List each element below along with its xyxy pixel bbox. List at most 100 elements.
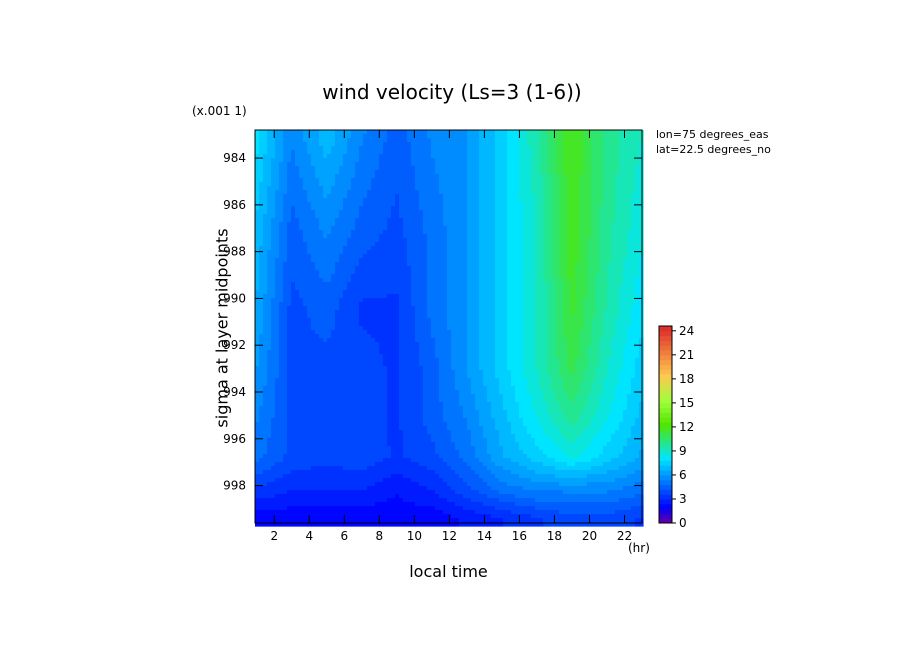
heatmap-cell xyxy=(347,186,352,191)
heatmap-cell xyxy=(303,274,308,279)
heatmap-cell xyxy=(375,318,380,323)
heatmap-cell xyxy=(607,306,612,311)
heatmap-cell xyxy=(563,174,568,179)
heatmap-cell xyxy=(571,238,576,243)
heatmap-cell xyxy=(543,250,548,255)
heatmap-cell xyxy=(599,234,604,239)
heatmap-cell xyxy=(567,246,572,251)
heatmap-cell xyxy=(631,322,636,327)
heatmap-cell xyxy=(531,130,536,135)
heatmap-cell xyxy=(431,210,436,215)
heatmap-cell xyxy=(335,334,340,339)
heatmap-cell xyxy=(255,186,260,191)
heatmap-cell xyxy=(579,242,584,247)
heatmap-cell xyxy=(347,226,352,231)
heatmap-cell xyxy=(307,318,312,323)
heatmap-cell xyxy=(583,182,588,187)
heatmap-cell xyxy=(347,330,352,335)
heatmap-cell xyxy=(439,130,444,135)
heatmap-cell xyxy=(415,318,420,323)
heatmap-cell xyxy=(615,226,620,231)
heatmap-cell xyxy=(579,262,584,267)
heatmap-cell xyxy=(455,222,460,227)
heatmap-cell xyxy=(367,146,372,151)
heatmap-cell xyxy=(559,170,564,175)
heatmap-cell xyxy=(411,242,416,247)
heatmap-cell xyxy=(283,310,288,315)
heatmap-cell xyxy=(255,270,260,275)
heatmap-cell xyxy=(511,278,516,283)
heatmap-cell xyxy=(575,278,580,283)
heatmap-cell xyxy=(487,134,492,139)
heatmap-cell xyxy=(399,278,404,283)
heatmap-cell xyxy=(403,262,408,267)
heatmap-cell xyxy=(535,326,540,331)
heatmap-cell xyxy=(539,214,544,219)
heatmap-cell xyxy=(467,298,472,303)
heatmap-cell xyxy=(359,250,364,255)
heatmap-cell xyxy=(619,310,624,315)
heatmap-cell xyxy=(607,234,612,239)
heatmap-cell xyxy=(327,194,332,199)
heatmap-cell xyxy=(395,318,400,323)
heatmap-cell xyxy=(507,246,512,251)
heatmap-cell xyxy=(291,238,296,243)
heatmap-cell xyxy=(523,310,528,315)
heatmap-cell xyxy=(531,310,536,315)
heatmap-cell xyxy=(451,278,456,283)
heatmap-cell xyxy=(319,270,324,275)
heatmap-cell xyxy=(615,246,620,251)
heatmap-cell xyxy=(519,194,524,199)
heatmap-cell xyxy=(639,298,644,303)
heatmap-cell xyxy=(595,306,600,311)
heatmap-cell xyxy=(495,226,500,231)
heatmap-cell xyxy=(475,322,480,327)
heatmap-cell xyxy=(423,138,428,143)
heatmap-cell xyxy=(547,238,552,243)
heatmap-cell xyxy=(631,254,636,259)
heatmap-cell xyxy=(515,210,520,215)
heatmap-cell xyxy=(423,214,428,219)
heatmap-cell xyxy=(391,230,396,235)
heatmap-cell xyxy=(595,258,600,263)
heatmap-cell xyxy=(387,330,392,335)
heatmap-cell xyxy=(375,314,380,319)
heatmap-cell xyxy=(471,154,476,159)
heatmap-cell xyxy=(543,266,548,271)
heatmap-cell xyxy=(447,318,452,323)
heatmap-cell xyxy=(351,302,356,307)
heatmap-cell xyxy=(527,306,532,311)
heatmap-cell xyxy=(563,166,568,171)
heatmap-cell xyxy=(623,138,628,143)
heatmap-cell xyxy=(611,178,616,183)
heatmap-cell xyxy=(479,258,484,263)
heatmap-cell xyxy=(271,182,276,187)
heatmap-cell xyxy=(379,250,384,255)
heatmap-cell xyxy=(531,158,536,163)
heatmap-cell xyxy=(283,222,288,227)
heatmap-cell xyxy=(283,298,288,303)
heatmap-cell xyxy=(595,302,600,307)
heatmap-cell xyxy=(579,322,584,327)
heatmap-cell xyxy=(419,230,424,235)
heatmap-cell xyxy=(323,198,328,203)
heatmap-cell xyxy=(351,314,356,319)
heatmap-cell xyxy=(579,290,584,295)
heatmap-cell xyxy=(475,298,480,303)
heatmap-cell xyxy=(471,158,476,163)
heatmap-cell xyxy=(339,314,344,319)
heatmap-cell xyxy=(499,194,504,199)
heatmap-cell xyxy=(295,326,300,331)
heatmap-cell xyxy=(539,186,544,191)
heatmap-cell xyxy=(491,146,496,151)
heatmap-cell xyxy=(299,270,304,275)
heatmap-cell xyxy=(323,318,328,323)
heatmap-cell xyxy=(463,274,468,279)
heatmap-cell xyxy=(515,162,520,167)
heatmap-cell xyxy=(547,174,552,179)
heatmap-cell xyxy=(563,242,568,247)
heatmap-cell xyxy=(451,222,456,227)
heatmap-cell xyxy=(303,314,308,319)
heatmap-cell xyxy=(395,202,400,207)
heatmap-cell xyxy=(339,266,344,271)
